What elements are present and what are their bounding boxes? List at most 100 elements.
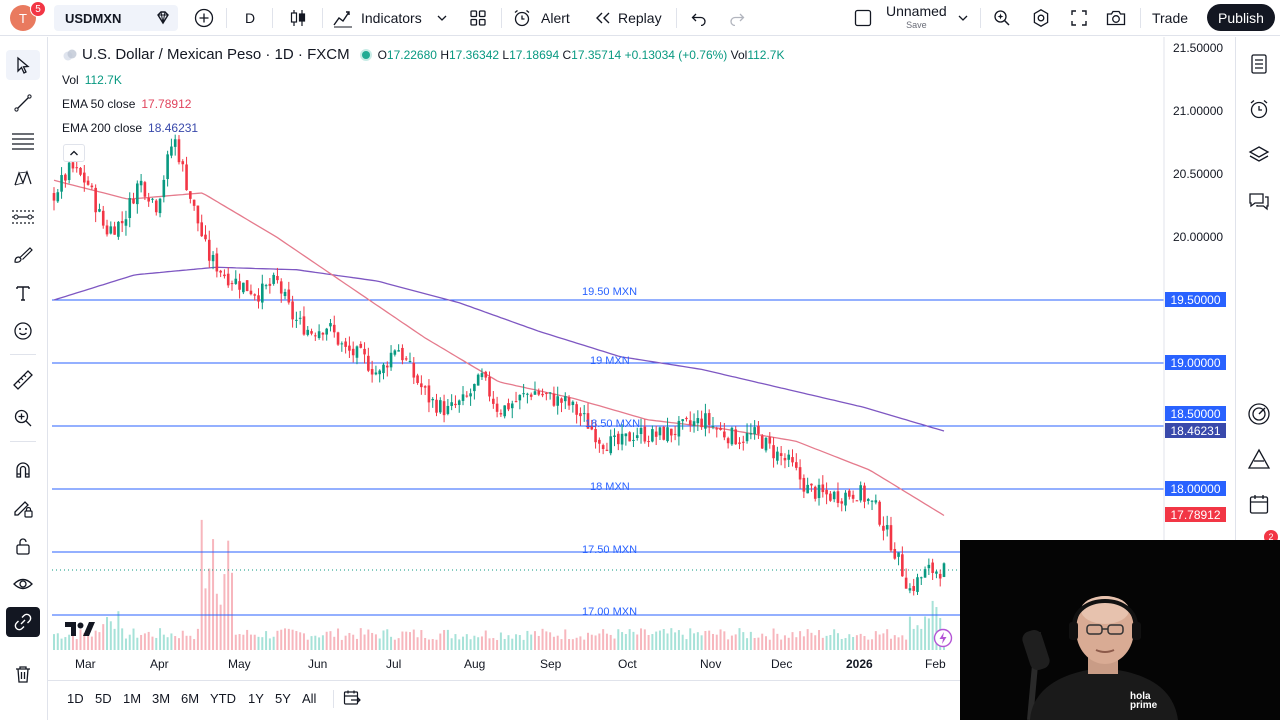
trade-button[interactable]: Trade: [1151, 10, 1189, 26]
symbol-description[interactable]: U.S. Dollar / Mexican Peso · 1D · FXCM: [82, 46, 350, 63]
volume-bar: [833, 629, 836, 650]
candle-body: [412, 362, 416, 378]
volume-bar: [795, 637, 798, 650]
volume-bar: [583, 639, 586, 650]
time-label: Jun: [308, 657, 328, 671]
interval-button[interactable]: D: [244, 10, 256, 26]
calendar-button[interactable]: [1242, 489, 1276, 519]
layout-menu-button[interactable]: [954, 4, 972, 32]
volume-bar: [64, 637, 67, 650]
range-1m[interactable]: 1M: [123, 691, 142, 706]
candle-body: [658, 427, 662, 436]
icon-tool[interactable]: [6, 316, 40, 346]
layout-select-checkbox[interactable]: [850, 4, 876, 32]
volume-bar: [189, 635, 192, 650]
volume-legend-row[interactable]: Vol 112.7K: [62, 73, 122, 87]
tradingview-logo[interactable]: [64, 620, 96, 644]
volume-bar: [314, 635, 317, 650]
candle-body: [851, 494, 855, 499]
candle-body: [344, 341, 347, 347]
range-all[interactable]: All: [302, 691, 317, 706]
trend-line-icon: [14, 94, 32, 112]
candle-body: [563, 396, 567, 402]
range-1y[interactable]: 1Y: [248, 691, 264, 706]
lightning-button[interactable]: [933, 628, 953, 653]
redo-button[interactable]: [724, 4, 750, 32]
volume-bar: [931, 600, 934, 650]
chart-type-button[interactable]: [284, 4, 312, 32]
candle-body: [859, 485, 862, 501]
candle-body: [836, 491, 840, 503]
fullscreen-button[interactable]: [1065, 4, 1093, 32]
target-icon: [1248, 403, 1270, 425]
stay-in-drawing-mode[interactable]: [6, 493, 40, 523]
candle-body: [253, 294, 257, 296]
replay-button[interactable]: Replay: [594, 4, 666, 32]
candle-body: [806, 484, 809, 494]
volume-bar: [617, 629, 620, 650]
fullscreen-icon: [1071, 10, 1087, 26]
layouts-button[interactable]: [464, 4, 492, 32]
sync-drawings[interactable]: [6, 607, 40, 637]
range-6m[interactable]: 6M: [181, 691, 200, 706]
ema50-legend-row[interactable]: EMA 50 close 17.78912: [62, 97, 191, 111]
lock-drawings[interactable]: [6, 531, 40, 561]
settings-button[interactable]: [1027, 4, 1055, 32]
measure-tool[interactable]: [6, 365, 40, 395]
hotlists-button[interactable]: [1242, 399, 1276, 429]
range-5y[interactable]: 5Y: [275, 691, 291, 706]
price-label: 20.00000: [1173, 230, 1224, 244]
zoom-tool[interactable]: [6, 403, 40, 433]
symbol-search[interactable]: USDMXN: [54, 5, 178, 31]
diamond-icon[interactable]: [154, 9, 172, 27]
close-value: 17.35714: [571, 47, 622, 62]
brush-tool[interactable]: [6, 240, 40, 270]
text-tool[interactable]: [6, 278, 40, 308]
hide-drawings[interactable]: [6, 569, 40, 599]
ema200-legend-row[interactable]: EMA 200 close 18.46231: [62, 121, 198, 135]
snapshot-button[interactable]: [1102, 4, 1130, 32]
undo-button[interactable]: [686, 4, 712, 32]
avatar-letter: T: [19, 10, 27, 26]
change-value: +0.13034 (+0.76%): [624, 47, 728, 62]
trend-line-tool[interactable]: [6, 88, 40, 118]
cursor-tool[interactable]: [6, 50, 40, 80]
chevron-up-icon: [70, 150, 78, 156]
watchlist-button[interactable]: [1242, 49, 1276, 79]
candle-body: [734, 429, 738, 445]
goto-date-button[interactable]: [342, 688, 362, 713]
range-5d[interactable]: 5D: [95, 691, 112, 706]
indicators-button[interactable]: Indicators: [332, 4, 456, 32]
chats-button[interactable]: [1242, 186, 1276, 216]
horizontal-lines-tool[interactable]: [6, 126, 40, 156]
range-ytd[interactable]: YTD: [210, 691, 236, 706]
volume-bars: [53, 519, 945, 650]
pattern-tool[interactable]: [6, 164, 40, 194]
volume-bar: [791, 632, 794, 650]
volume-bar: [405, 631, 408, 650]
volume-bar: [348, 632, 351, 650]
range-1d[interactable]: 1D: [67, 691, 84, 706]
alerts-panel-button[interactable]: [1242, 94, 1276, 124]
remove-drawings[interactable]: [6, 659, 40, 689]
tv-logo-icon: [65, 622, 95, 636]
add-symbol-button[interactable]: [190, 4, 218, 32]
collapse-legend-button[interactable]: [63, 144, 85, 162]
publish-button[interactable]: Publish: [1207, 4, 1275, 31]
volume-bar: [56, 633, 59, 650]
object-tree-button[interactable]: [1242, 140, 1276, 170]
prediction-tool[interactable]: [6, 202, 40, 232]
candle-body: [643, 426, 647, 442]
quick-search-button[interactable]: [988, 4, 1016, 32]
alert-button[interactable]: Alert: [512, 4, 576, 32]
ideas-button[interactable]: [1242, 444, 1276, 474]
volume-bar: [340, 639, 343, 650]
range-3m[interactable]: 3M: [152, 691, 171, 706]
magnet-tool[interactable]: [6, 455, 40, 485]
candle-body: [230, 283, 234, 285]
open-value: 17.22680: [386, 47, 437, 62]
price-chart[interactable]: [48, 37, 1235, 680]
layout-name[interactable]: Unnamed Save: [886, 4, 947, 32]
chat-bubbles-icon: [1249, 193, 1269, 211]
shirt-logo-line2: prime: [1130, 700, 1158, 711]
